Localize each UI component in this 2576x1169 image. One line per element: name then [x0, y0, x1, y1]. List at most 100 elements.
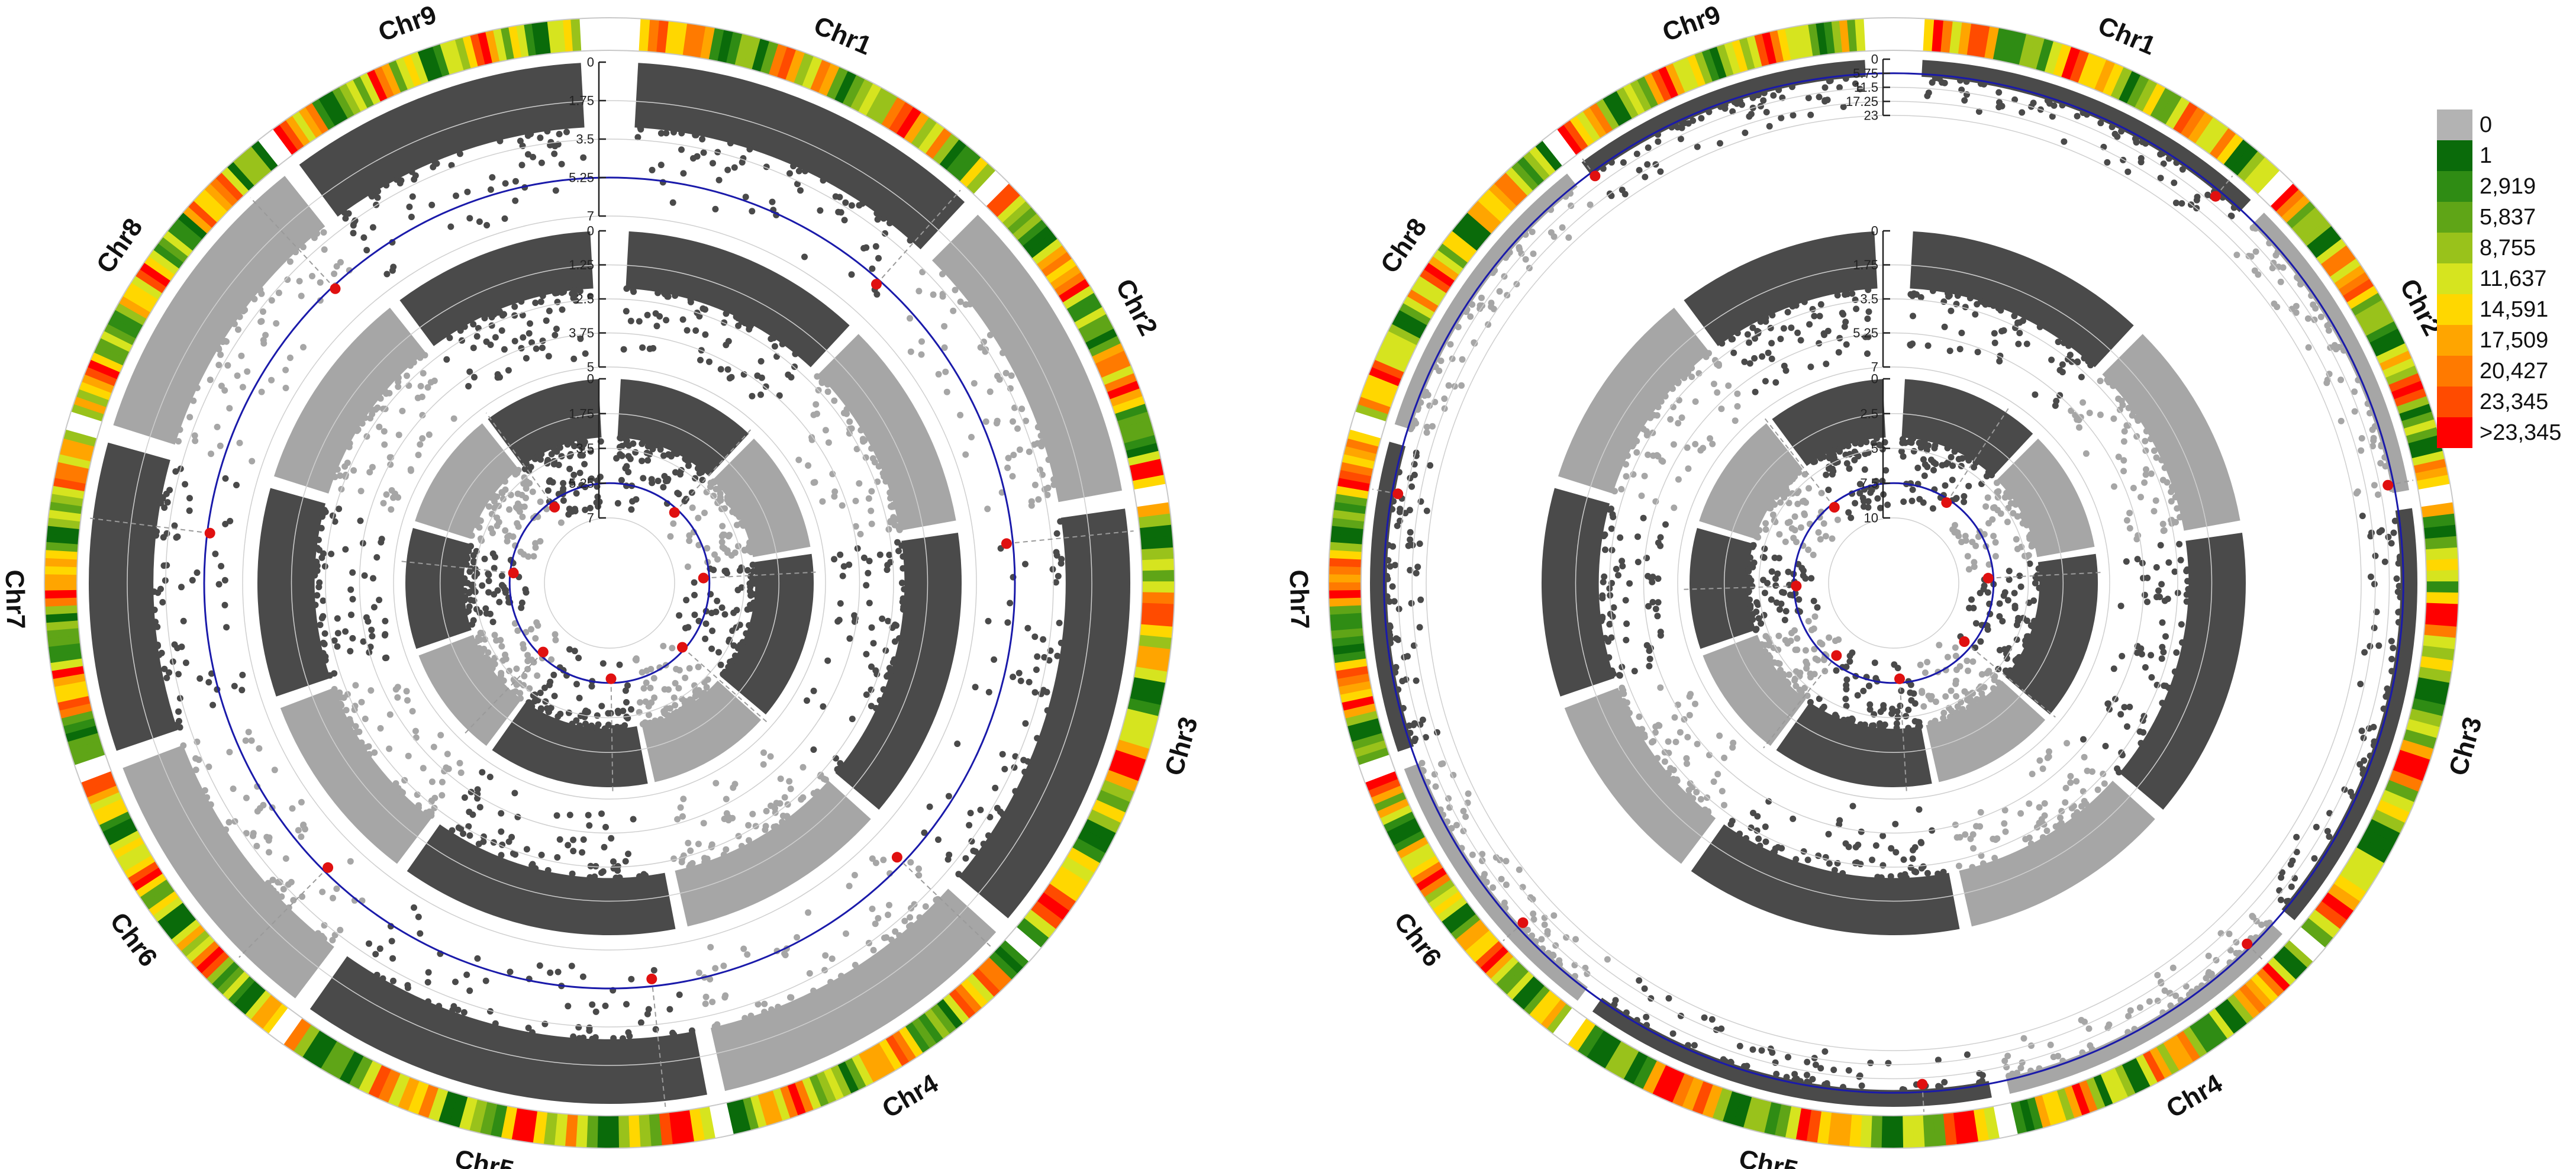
axis-tick-label: 7 — [1871, 360, 1878, 375]
snp-point — [380, 500, 387, 507]
chromosome-point-band — [721, 553, 814, 715]
density-bin — [1754, 33, 1771, 67]
snp-point — [922, 903, 929, 910]
snp-point — [1826, 78, 1833, 85]
density-bin — [1328, 573, 1362, 582]
snp-point — [718, 539, 726, 546]
snp-point — [405, 752, 412, 759]
snp-point — [1479, 851, 1486, 858]
snp-point — [2270, 259, 2277, 266]
snp-point — [258, 388, 265, 395]
density-bin — [67, 732, 101, 750]
density-bin — [1337, 476, 1371, 492]
snp-point — [1649, 598, 1656, 606]
snp-point — [808, 434, 815, 441]
snp-point — [1031, 633, 1039, 640]
snp-point — [360, 234, 367, 241]
snp-point — [586, 822, 593, 829]
snp-point — [1007, 600, 1014, 607]
snp-point — [730, 609, 737, 616]
snp-point — [1671, 504, 1678, 511]
snp-point — [1817, 455, 1824, 462]
snp-point — [895, 523, 902, 530]
snp-point — [1929, 79, 1936, 86]
snp-point — [1645, 603, 1652, 610]
density-bin — [432, 43, 451, 78]
snp-point — [254, 808, 261, 815]
snp-point — [543, 317, 550, 324]
snp-point — [2019, 109, 2026, 116]
snp-point — [2146, 998, 2153, 1005]
snp-point — [1856, 85, 1864, 92]
snp-point — [943, 388, 950, 395]
snp-point — [572, 505, 578, 513]
density-bin — [925, 127, 953, 160]
hit-guide-line — [400, 561, 514, 574]
snp-point — [1688, 365, 1695, 372]
snp-point — [1996, 600, 2003, 607]
density-bin — [857, 1050, 881, 1084]
snp-point — [2173, 159, 2180, 166]
snp-point — [2358, 727, 2365, 735]
density-bin — [1859, 1115, 1872, 1148]
snp-point — [1834, 292, 1841, 299]
snp-point — [2059, 369, 2066, 376]
snp-point — [1817, 639, 1824, 646]
snp-point — [1780, 325, 1787, 332]
snp-point — [1962, 304, 1969, 311]
snp-point — [2159, 700, 2166, 707]
snp-point — [576, 469, 583, 476]
density-bin — [1396, 836, 1429, 859]
snp-point — [2148, 436, 2155, 443]
hit-guide-line — [485, 413, 555, 508]
snp-point — [739, 159, 746, 166]
density-bin — [617, 1115, 630, 1148]
snp-point — [2227, 946, 2234, 954]
density-bin — [1462, 211, 1492, 240]
snp-point — [1000, 349, 1006, 356]
snp-point — [679, 855, 686, 862]
snp-point — [383, 182, 390, 189]
snp-point — [1810, 552, 1817, 558]
snp-point — [505, 367, 512, 374]
snp-point — [994, 417, 1001, 424]
snp-point — [348, 611, 354, 619]
density-bin — [71, 402, 105, 422]
snp-point — [556, 836, 563, 843]
density-bin — [143, 884, 175, 910]
snp-point — [1969, 690, 1977, 697]
snp-point — [2351, 388, 2358, 395]
snp-point — [1022, 720, 1029, 727]
snp-point — [2144, 598, 2151, 606]
snp-point — [1749, 93, 1756, 100]
snp-point — [394, 684, 401, 691]
chromosome-point-band — [2005, 553, 2098, 715]
density-bin — [1511, 160, 1540, 191]
density-bin — [367, 1064, 392, 1099]
snp-point — [1917, 661, 1924, 668]
snp-point — [892, 621, 898, 628]
snp-point — [2115, 453, 2122, 460]
snp-point — [275, 289, 282, 297]
significant-snp — [2242, 938, 2253, 949]
snp-point — [1604, 956, 1611, 963]
snp-point — [610, 858, 617, 865]
snp-point — [1601, 531, 1608, 538]
snp-point — [2082, 450, 2090, 457]
snp-point — [2036, 575, 2043, 582]
snp-point — [814, 373, 821, 380]
snp-point — [1600, 165, 1607, 172]
hit-guide-line — [682, 646, 768, 723]
density-bin — [700, 25, 716, 60]
snp-point — [570, 848, 577, 855]
snp-point — [1389, 583, 1396, 590]
snp-point — [1825, 830, 1832, 838]
manhattan-track: 01.753.55.257 — [1541, 224, 2246, 936]
snp-point — [794, 181, 801, 188]
density-bin — [1613, 1045, 1639, 1080]
snp-point — [222, 520, 229, 527]
snp-point — [2291, 875, 2298, 882]
snp-point — [1053, 530, 1060, 537]
snp-point — [1994, 479, 2000, 487]
density-bin — [1632, 1055, 1658, 1090]
